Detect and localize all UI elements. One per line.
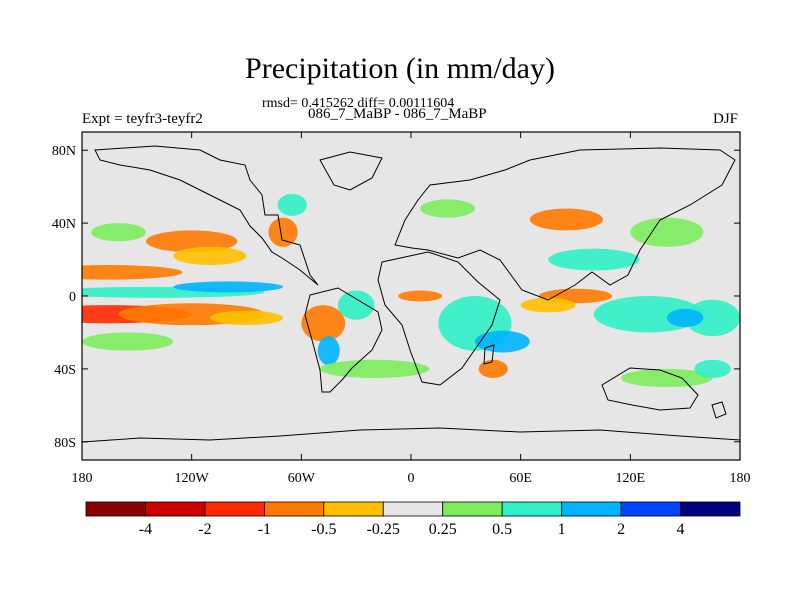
anomaly-region xyxy=(520,297,576,313)
colorbar-label: 4 xyxy=(677,521,685,538)
colorbar-swatch xyxy=(442,501,503,517)
x-tick-label: 0 xyxy=(408,471,415,486)
north-america-outline xyxy=(94,145,319,286)
anomaly-regions xyxy=(82,193,740,388)
colorbar-swatch xyxy=(204,501,265,517)
x-tick-label: 60E xyxy=(509,471,532,486)
anomaly-region xyxy=(317,336,340,366)
anomaly-region xyxy=(301,305,346,342)
colorbar-label: -0.25 xyxy=(367,521,400,538)
madagascar-outline xyxy=(483,344,495,365)
x-tick-label: 60W xyxy=(288,471,316,486)
colorbar-label: -1 xyxy=(258,521,271,538)
coastlines xyxy=(82,145,740,443)
anomaly-region xyxy=(694,359,731,378)
anomaly-region xyxy=(173,246,247,266)
y-tick-label: 0 xyxy=(69,290,76,305)
x-tick-label: 180 xyxy=(730,471,751,486)
colorbar-label: 1 xyxy=(558,521,566,538)
colorbar-swatch xyxy=(501,501,563,517)
colorbar-swatch xyxy=(85,501,146,517)
colorbar-swatch xyxy=(145,501,206,517)
y-tick-label: 80N xyxy=(52,144,76,159)
colorbar-label: -4 xyxy=(139,521,152,538)
season-label: DJF xyxy=(712,111,738,127)
colorbar-label: 2 xyxy=(617,521,625,538)
axis-ticks xyxy=(81,132,741,460)
south-america-outline xyxy=(304,287,383,393)
anomaly-region xyxy=(91,223,146,242)
y-tick-label: 40N xyxy=(52,217,76,232)
antarctica-outline xyxy=(82,427,740,443)
colorbar-label: -0.5 xyxy=(311,521,336,538)
anomaly-region xyxy=(548,248,640,271)
colorbar-swatch xyxy=(263,501,325,517)
x-tick-label: 180 xyxy=(72,471,93,486)
australia-outline xyxy=(601,367,699,411)
period-label: 086_7_MaBP - 086_7_MaBP xyxy=(308,106,487,122)
y-axis-tick-labels: 80N 40N 0 40S 80S xyxy=(52,144,76,451)
anomaly-region xyxy=(666,308,704,327)
map-area xyxy=(82,132,740,460)
africa-outline xyxy=(377,251,501,386)
anomaly-region xyxy=(145,230,238,253)
anomaly-region xyxy=(82,265,183,280)
experiment-label: Expt = teyfr3-teyfr2 xyxy=(82,111,203,127)
anomaly-region xyxy=(420,199,475,218)
chart-subtitle: rmsd= 0.415262 diff= 0.00111604 xyxy=(262,96,455,111)
anomaly-region xyxy=(209,310,284,326)
chart-title: Precipitation (in mm/day) xyxy=(245,52,555,85)
eurasia-outline xyxy=(394,147,736,301)
anomaly-region xyxy=(529,208,603,231)
colorbar-swatch xyxy=(620,501,681,517)
colorbar-label: 0.5 xyxy=(492,521,512,538)
x-axis-tick-labels: 180 120W 60W 0 60E 120E 180 xyxy=(72,471,751,486)
new-zealand-outline xyxy=(711,401,727,419)
colorbar-labels: -4 -2 -1 -0.5 -0.25 0.25 0.5 1 2 4 xyxy=(139,521,685,538)
colorbar-swatch xyxy=(561,501,622,517)
anomaly-region xyxy=(268,217,298,247)
anomaly-region xyxy=(82,332,174,351)
anomaly-region xyxy=(474,330,530,353)
colorbar-label: -2 xyxy=(198,521,211,538)
x-tick-label: 120W xyxy=(175,471,210,486)
y-tick-label: 40S xyxy=(54,363,76,378)
y-tick-label: 80S xyxy=(54,436,76,451)
colorbar-swatch xyxy=(680,501,741,517)
colorbar-label: 0.25 xyxy=(429,521,457,538)
colorbar xyxy=(85,501,741,517)
anomaly-region xyxy=(621,368,713,388)
anomaly-region xyxy=(478,359,508,378)
anomaly-region xyxy=(319,359,430,378)
x-tick-label: 120E xyxy=(616,471,646,486)
colorbar-swatch xyxy=(382,501,444,517)
colorbar-swatch xyxy=(323,501,384,517)
anomaly-region xyxy=(398,290,443,302)
anomaly-region xyxy=(173,281,284,293)
anomaly-region xyxy=(630,217,704,247)
anomaly-region xyxy=(277,193,307,216)
anomaly-region xyxy=(337,290,375,320)
greenland-outline xyxy=(319,151,383,191)
anomaly-region xyxy=(685,299,740,337)
